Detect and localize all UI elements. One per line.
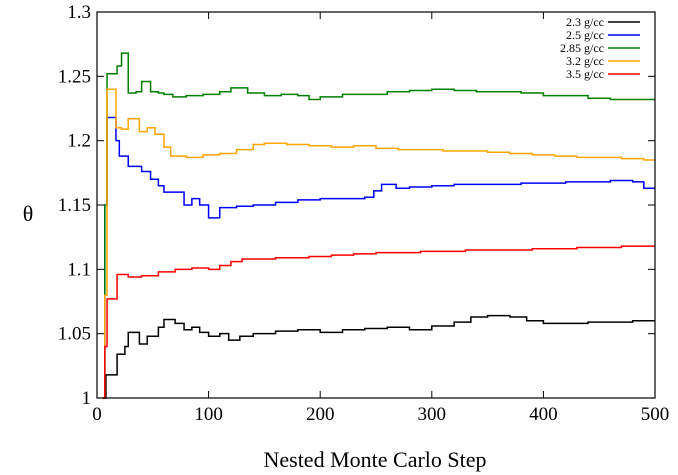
x-tick-label: 300 [418, 404, 447, 425]
legend-label-1: 2.5 g/cc [566, 28, 604, 42]
series-layer [102, 52, 655, 399]
x-tick-label: 400 [529, 404, 558, 425]
series-line-1 [102, 116, 655, 399]
y-tick-label: 1.1 [67, 259, 91, 280]
legend-label-3: 3.2 g/cc [566, 54, 604, 68]
y-tick-label: 1.25 [58, 66, 91, 87]
series-line-3 [102, 88, 655, 399]
series-line-2 [102, 52, 655, 399]
x-tick-label: 0 [92, 404, 102, 425]
legend-label-0: 2.3 g/cc [566, 15, 604, 29]
x-axis-label: Nested Monte Carlo Step [263, 447, 486, 472]
plot-frame [96, 11, 656, 399]
x-tick-label: 200 [306, 404, 335, 425]
y-tick-label: 1.05 [58, 324, 91, 345]
y-tick-label: 1.15 [58, 195, 91, 216]
y-tick-label: 1 [82, 388, 92, 409]
series-line-0 [102, 314, 655, 399]
ticks-layer: 0 100 200 300 400 500 1 1.05 1.1 1.15 1.2 1.25 1.3 [58, 2, 670, 425]
y-axis-label: θ [23, 201, 34, 226]
y-tick-label: 1.3 [67, 2, 91, 23]
legend: 2.3 g/cc2.5 g/cc2.85 g/cc3.2 g/cc3.5 g/c… [560, 15, 640, 81]
series-line-4 [102, 245, 655, 399]
y-tick-label: 1.2 [67, 131, 91, 152]
x-tick-label: 100 [194, 404, 223, 425]
legend-label-4: 3.5 g/cc [566, 67, 604, 81]
legend-label-2: 2.85 g/cc [560, 41, 604, 55]
x-tick-label: 500 [641, 404, 670, 425]
